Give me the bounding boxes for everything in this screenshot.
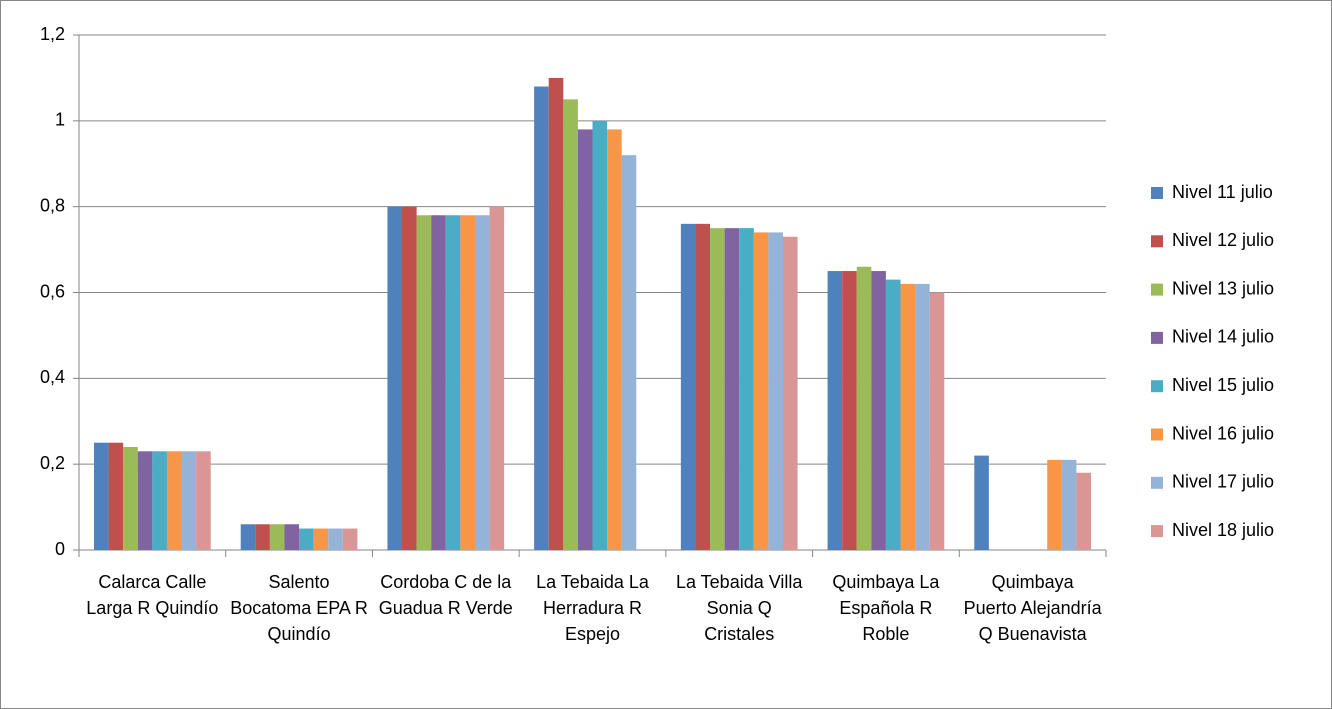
legend-label: Nivel 14 julio: [1172, 327, 1274, 347]
bar: [240, 524, 256, 550]
bar: [710, 228, 725, 550]
bar: [607, 129, 622, 550]
bar: [402, 206, 417, 550]
bar: [724, 228, 740, 550]
legend-swatch: [1151, 428, 1163, 441]
x-tick-label: La Tebaida Villa Sonia Q Cristales: [675, 572, 803, 644]
legend-swatch: [1151, 380, 1163, 393]
bar: [474, 215, 490, 550]
x-tick-label: Salento Bocatoma EPA R Quindío: [230, 572, 368, 644]
legend-swatch: [1151, 331, 1163, 344]
bar: [929, 292, 945, 550]
legend-label: Nivel 16 julio: [1172, 423, 1274, 443]
bar: [431, 215, 446, 550]
bar: [974, 455, 989, 550]
bar: [782, 236, 798, 551]
legend-label: Nivel 11 julio: [1172, 182, 1273, 202]
bar: [885, 279, 901, 550]
y-tick-label: 0: [55, 539, 65, 559]
y-tick-label: 0,8: [40, 195, 65, 215]
bar: [269, 524, 285, 550]
bar: [284, 524, 300, 550]
bar: [94, 442, 109, 550]
bar: [1047, 459, 1062, 550]
legend-swatch: [1151, 283, 1163, 296]
x-tick-label: Quimbaya La Española R Roble: [832, 572, 940, 644]
bar: [328, 528, 343, 550]
bar: [753, 232, 769, 550]
bar: [342, 528, 358, 550]
bar: [621, 155, 637, 550]
y-tick-label: 1: [55, 110, 65, 130]
bar: [181, 451, 197, 550]
x-tick-label: Quimbaya Puerto Alejandría Q Buenavista: [963, 572, 1102, 644]
bar: [123, 447, 138, 550]
bar: [1076, 472, 1091, 550]
x-tick-label: La Tebaida La Herradura R Espejo: [536, 572, 649, 644]
legend-label: Nivel 18 julio: [1172, 520, 1274, 540]
bar: [563, 99, 578, 550]
legend-swatch: [1151, 525, 1163, 538]
y-tick-label: 1,2: [40, 24, 65, 44]
bar: [739, 228, 754, 550]
bar: [313, 528, 329, 550]
y-tick-label: 0,6: [40, 281, 65, 301]
bar: [695, 223, 711, 551]
bar: [768, 232, 783, 550]
legend-swatch: [1151, 235, 1163, 248]
x-tick-label: Calarca Calle Larga R Quindío: [86, 572, 219, 618]
bar: [548, 77, 564, 551]
y-tick-label: 0,2: [40, 453, 65, 473]
bar: [460, 215, 475, 550]
legend-label: Nivel 13 julio: [1172, 278, 1274, 298]
bar: [166, 451, 182, 550]
bar: [1061, 459, 1077, 550]
bar: [827, 271, 843, 550]
bar: [871, 271, 886, 550]
bar: [915, 283, 930, 550]
bar: [387, 206, 403, 550]
bar: [255, 524, 270, 550]
x-tick-label: Cordoba C de la Guadua R Verde: [378, 572, 513, 618]
bar: [299, 528, 314, 550]
legend-swatch: [1151, 476, 1163, 489]
bar: [137, 451, 153, 550]
bar: [108, 442, 124, 550]
bar: [577, 129, 593, 550]
bar: [856, 266, 872, 550]
bar: [489, 206, 505, 550]
bar: [680, 223, 696, 551]
legend-swatch: [1151, 187, 1163, 199]
legend-label: Nivel 17 julio: [1172, 472, 1274, 492]
legend-label: Nivel 15 julio: [1172, 375, 1274, 395]
bar: [445, 215, 461, 550]
bar: [592, 120, 608, 550]
bar: [842, 271, 857, 550]
bar: [416, 215, 432, 550]
bar: [534, 86, 549, 550]
y-tick-label: 0,4: [40, 367, 65, 387]
bar: [196, 451, 211, 550]
bar: [900, 283, 916, 550]
legend-label: Nivel 12 julio: [1172, 230, 1274, 250]
bar: [152, 451, 167, 550]
